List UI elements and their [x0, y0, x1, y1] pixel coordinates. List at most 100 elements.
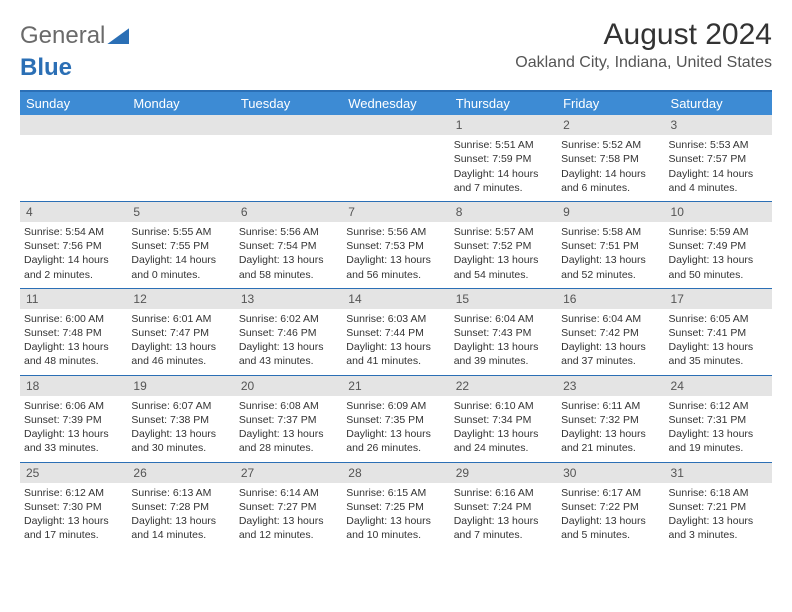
sunrise-line: Sunrise: 6:01 AM: [131, 312, 230, 326]
sunrise-line: Sunrise: 6:11 AM: [561, 399, 660, 413]
sunset-line: Sunset: 7:47 PM: [131, 326, 230, 340]
day-cell: [235, 115, 342, 201]
sunset-line: Sunset: 7:42 PM: [561, 326, 660, 340]
sunrise-line: Sunrise: 6:06 AM: [24, 399, 123, 413]
day-cell: 8Sunrise: 5:57 AMSunset: 7:52 PMDaylight…: [450, 202, 557, 288]
day-cell: 12 Sunrise: 6:01 AMSunset: 7:47 PMDayligh…: [127, 289, 234, 375]
day-cell: 9Sunrise: 5:58 AMSunset: 7:51 PMDaylight…: [557, 202, 664, 288]
sunrise-line: Sunrise: 6:08 AM: [239, 399, 338, 413]
day-cell: 23 Sunrise: 6:11 AMSunset: 7:32 PMDayligh…: [557, 376, 664, 462]
day-number: 10: [665, 202, 772, 222]
daylight-line: Daylight: 13 hours and 30 minutes.: [131, 427, 230, 455]
day-number: 24: [665, 376, 772, 396]
sunset-line: Sunset: 7:49 PM: [669, 239, 768, 253]
day-number: 17: [665, 289, 772, 309]
sunset-line: Sunset: 7:27 PM: [239, 500, 338, 514]
day-number: 15: [450, 289, 557, 309]
day-number: 3: [665, 115, 772, 135]
dow-friday: Friday: [557, 92, 664, 115]
sunset-line: Sunset: 7:25 PM: [346, 500, 445, 514]
daylight-line: Daylight: 13 hours and 39 minutes.: [454, 340, 553, 368]
day-cell: 21Sunrise: 6:09 AMSunset: 7:35 PMDayligh…: [342, 376, 449, 462]
sunrise-line: Sunrise: 6:00 AM: [24, 312, 123, 326]
week-row: 4Sunrise: 5:54 AMSunset: 7:56 PMDaylight…: [20, 201, 772, 288]
sunset-line: Sunset: 7:54 PM: [239, 239, 338, 253]
day-number: 30: [557, 463, 664, 483]
dow-monday: Monday: [127, 92, 234, 115]
sunrise-line: Sunrise: 6:12 AM: [669, 399, 768, 413]
sunrise-line: Sunrise: 6:14 AM: [239, 486, 338, 500]
sunset-line: Sunset: 7:35 PM: [346, 413, 445, 427]
day-cell: 31Sunrise: 6:18 AMSunset: 7:21 PMDayligh…: [665, 463, 772, 549]
day-number: [127, 115, 234, 135]
day-number: 13: [235, 289, 342, 309]
daylight-line: Daylight: 13 hours and 19 minutes.: [669, 427, 768, 455]
day-number: 23: [557, 376, 664, 396]
day-cell: [342, 115, 449, 201]
sunset-line: Sunset: 7:22 PM: [561, 500, 660, 514]
daylight-line: Daylight: 14 hours and 6 minutes.: [561, 167, 660, 195]
sunrise-line: Sunrise: 5:52 AM: [561, 138, 660, 152]
day-number: 14: [342, 289, 449, 309]
day-cell: 22Sunrise: 6:10 AMSunset: 7:34 PMDayligh…: [450, 376, 557, 462]
daylight-line: Daylight: 13 hours and 10 minutes.: [346, 514, 445, 542]
sunset-line: Sunset: 7:48 PM: [24, 326, 123, 340]
daylight-line: Daylight: 13 hours and 3 minutes.: [669, 514, 768, 542]
daylight-line: Daylight: 13 hours and 14 minutes.: [131, 514, 230, 542]
daylight-line: Daylight: 13 hours and 58 minutes.: [239, 253, 338, 281]
day-cell: [20, 115, 127, 201]
sunset-line: Sunset: 7:30 PM: [24, 500, 123, 514]
daylight-line: Daylight: 13 hours and 54 minutes.: [454, 253, 553, 281]
daylight-line: Daylight: 13 hours and 50 minutes.: [669, 253, 768, 281]
day-number: 4: [20, 202, 127, 222]
sunrise-line: Sunrise: 5:56 AM: [346, 225, 445, 239]
calendar: Sunday Monday Tuesday Wednesday Thursday…: [20, 90, 772, 548]
week-row: 1Sunrise: 5:51 AMSunset: 7:59 PMDaylight…: [20, 115, 772, 201]
week-row: 18Sunrise: 6:06 AMSunset: 7:39 PMDayligh…: [20, 375, 772, 462]
day-number: [342, 115, 449, 135]
sunset-line: Sunset: 7:51 PM: [561, 239, 660, 253]
daylight-line: Daylight: 13 hours and 46 minutes.: [131, 340, 230, 368]
day-number: 16: [557, 289, 664, 309]
day-cell: 29Sunrise: 6:16 AMSunset: 7:24 PMDayligh…: [450, 463, 557, 549]
day-cell: 18Sunrise: 6:06 AMSunset: 7:39 PMDayligh…: [20, 376, 127, 462]
daylight-line: Daylight: 13 hours and 37 minutes.: [561, 340, 660, 368]
day-cell: 2Sunrise: 5:52 AMSunset: 7:58 PMDaylight…: [557, 115, 664, 201]
daylight-line: Daylight: 13 hours and 56 minutes.: [346, 253, 445, 281]
sunrise-line: Sunrise: 6:05 AM: [669, 312, 768, 326]
day-cell: 5Sunrise: 5:55 AMSunset: 7:55 PMDaylight…: [127, 202, 234, 288]
sunset-line: Sunset: 7:21 PM: [669, 500, 768, 514]
day-number: 9: [557, 202, 664, 222]
daylight-line: Daylight: 13 hours and 52 minutes.: [561, 253, 660, 281]
daylight-line: Daylight: 13 hours and 7 minutes.: [454, 514, 553, 542]
day-of-week-header: Sunday Monday Tuesday Wednesday Thursday…: [20, 92, 772, 115]
sunset-line: Sunset: 7:32 PM: [561, 413, 660, 427]
daylight-line: Daylight: 13 hours and 21 minutes.: [561, 427, 660, 455]
dow-thursday: Thursday: [450, 92, 557, 115]
logo-text-general: General: [20, 22, 105, 50]
sunrise-line: Sunrise: 6:04 AM: [454, 312, 553, 326]
day-number: [235, 115, 342, 135]
sunrise-line: Sunrise: 5:59 AM: [669, 225, 768, 239]
sunset-line: Sunset: 7:38 PM: [131, 413, 230, 427]
daylight-line: Daylight: 13 hours and 17 minutes.: [24, 514, 123, 542]
daylight-line: Daylight: 13 hours and 35 minutes.: [669, 340, 768, 368]
sunset-line: Sunset: 7:37 PM: [239, 413, 338, 427]
day-cell: 30Sunrise: 6:17 AMSunset: 7:22 PMDayligh…: [557, 463, 664, 549]
day-number: 1: [450, 115, 557, 135]
sunset-line: Sunset: 7:52 PM: [454, 239, 553, 253]
sunset-line: Sunset: 7:57 PM: [669, 152, 768, 166]
dow-sunday: Sunday: [20, 92, 127, 115]
sunrise-line: Sunrise: 5:56 AM: [239, 225, 338, 239]
day-cell: 7Sunrise: 5:56 AMSunset: 7:53 PMDaylight…: [342, 202, 449, 288]
sunrise-line: Sunrise: 6:15 AM: [346, 486, 445, 500]
dow-saturday: Saturday: [665, 92, 772, 115]
daylight-line: Daylight: 13 hours and 5 minutes.: [561, 514, 660, 542]
day-number: 12: [127, 289, 234, 309]
day-number: 29: [450, 463, 557, 483]
day-cell: [127, 115, 234, 201]
day-cell: 25Sunrise: 6:12 AMSunset: 7:30 PMDayligh…: [20, 463, 127, 549]
sunrise-line: Sunrise: 5:57 AM: [454, 225, 553, 239]
day-number: 11: [20, 289, 127, 309]
day-number: 2: [557, 115, 664, 135]
